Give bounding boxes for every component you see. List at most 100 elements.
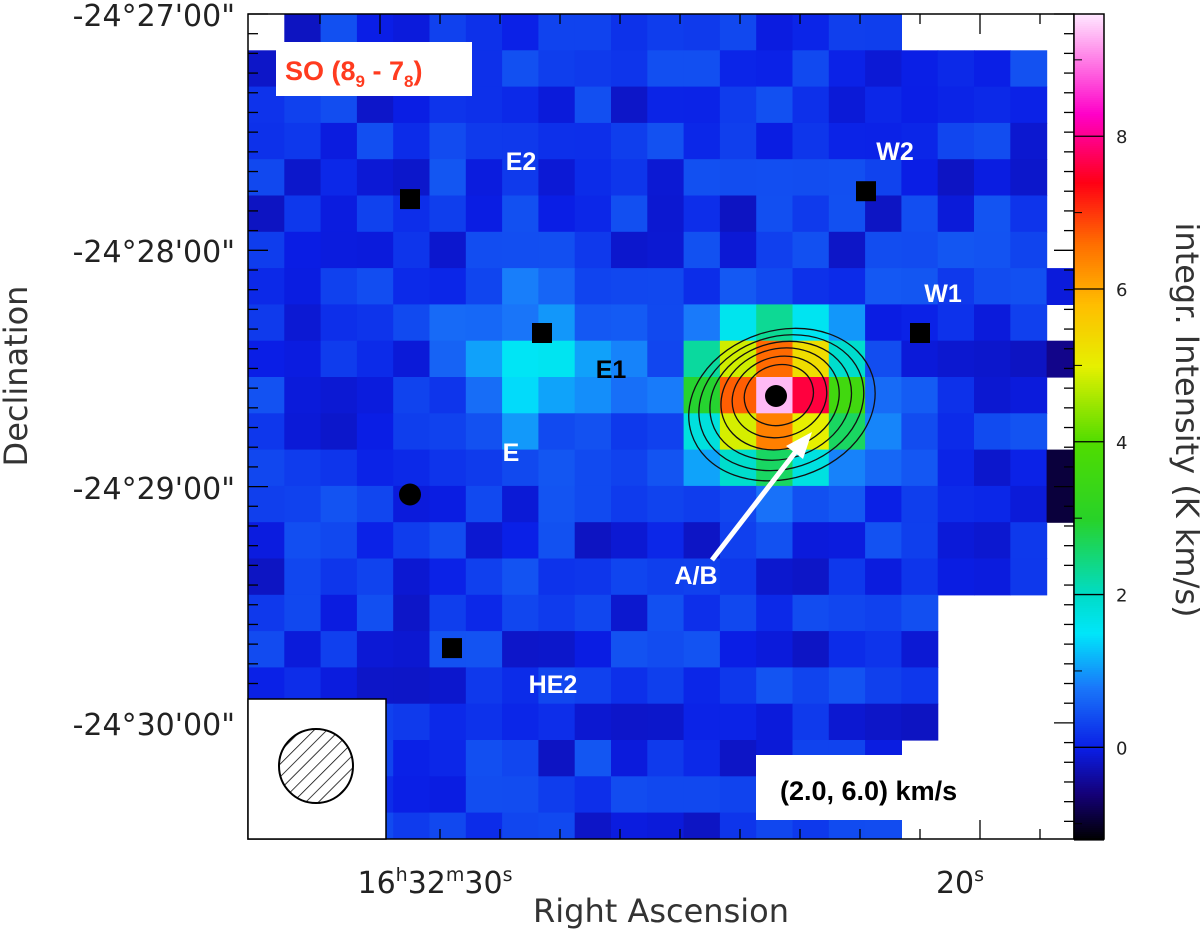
colorbar-band (1074, 716, 1104, 719)
map-pixel (574, 159, 612, 197)
colorbar-band (1074, 218, 1104, 221)
map-pixel (719, 50, 757, 88)
map-pixel (719, 377, 757, 414)
colorbar-band (1074, 48, 1104, 51)
colorbar-band (1074, 688, 1104, 691)
map-pixel (719, 703, 757, 741)
map-pixel (284, 594, 322, 632)
colorbar-band (1074, 242, 1104, 245)
colorbar-band (1074, 710, 1104, 713)
map-pixel (538, 667, 576, 705)
colorbar-ticks: 0 2 4 6 8 (1074, 59, 1127, 825)
map-pixel (611, 231, 648, 269)
colorbar-band (1074, 46, 1104, 49)
map-pixel (429, 703, 467, 741)
map-pixel (538, 812, 576, 839)
colorbar-band (1074, 146, 1104, 149)
map-pixel (611, 558, 648, 596)
map-pixel (538, 449, 576, 487)
map-pixel (502, 449, 539, 487)
map-pixel (1046, 449, 1074, 487)
map-pixel (502, 594, 539, 632)
map-pixel (574, 377, 612, 414)
colorbar-band (1074, 452, 1104, 455)
map-pixel (465, 594, 503, 632)
map-pixel (647, 812, 685, 839)
map-pixel (502, 86, 539, 124)
map-pixel (248, 122, 285, 160)
colorbar-band (1074, 154, 1104, 157)
source-label-w2: W2 (876, 138, 914, 166)
colorbar-band (1074, 792, 1104, 795)
colorbar-band (1074, 638, 1104, 641)
map-pixel (502, 558, 539, 596)
colorbar-band (1074, 540, 1104, 543)
map-pixel (683, 776, 721, 814)
map-pixel (901, 377, 939, 414)
colorbar-band (1074, 40, 1104, 43)
colorbar-band (1074, 72, 1104, 75)
map-pixel (429, 558, 467, 596)
map-pixel (320, 485, 358, 523)
colorbar-band (1074, 544, 1104, 547)
colorbar-band (1074, 494, 1104, 497)
map-pixel (792, 122, 830, 160)
colorbar-band (1074, 448, 1104, 451)
colorbar-band (1074, 468, 1104, 471)
map-pixel (937, 340, 975, 378)
colorbar-band (1074, 450, 1104, 453)
map-pixel (284, 667, 322, 705)
colorbar-band (1074, 754, 1104, 757)
colorbar-band (1074, 246, 1104, 249)
map-pixel (574, 485, 612, 523)
colorbar-band (1074, 62, 1104, 65)
colorbar-band (1074, 420, 1104, 423)
colorbar-band (1074, 194, 1104, 197)
map-pixel (756, 340, 794, 378)
colorbar-band (1074, 500, 1104, 503)
map-pixel (465, 667, 503, 705)
colorbar-band (1074, 182, 1104, 185)
map-pixel (647, 703, 685, 741)
map-pixel (429, 594, 467, 632)
colorbar-band (1074, 506, 1104, 509)
map-pixel (611, 594, 648, 632)
map-pixel (647, 231, 685, 269)
colorbar-band (1074, 378, 1104, 381)
map-pixel (828, 522, 866, 560)
map-pixel (611, 377, 648, 414)
x-axis-label: Right Ascension (533, 892, 789, 930)
colorbar-band (1074, 654, 1104, 657)
map-pixel (538, 740, 576, 777)
colorbar-band (1074, 106, 1104, 109)
map-pixel (356, 268, 394, 305)
map-pixel (756, 703, 794, 741)
map-pixel (647, 594, 685, 632)
colorbar-band (1074, 488, 1104, 491)
map-pixel (356, 340, 394, 378)
colorbar-band (1074, 42, 1104, 45)
colorbar-band (1074, 166, 1104, 169)
colorbar-band (1074, 720, 1104, 723)
map-pixel (901, 413, 939, 451)
map-pixel (393, 740, 431, 777)
colorbar-band (1074, 340, 1104, 343)
colorbar-band (1074, 510, 1104, 513)
map-pixel (683, 631, 721, 668)
map-pixel (828, 667, 866, 705)
colorbar-band (1074, 502, 1104, 505)
map-pixel (248, 304, 285, 342)
colorbar-band (1074, 756, 1104, 759)
map-pixel (356, 594, 394, 632)
colorbar-band (1074, 708, 1104, 711)
map-pixel (792, 50, 830, 88)
map-pixel (901, 195, 939, 233)
map-pixel (574, 558, 612, 596)
colorbar-tick-label: 8 (1116, 127, 1127, 148)
colorbar-band (1074, 748, 1104, 751)
y-axis-label: Declination (0, 286, 35, 467)
map-pixel (538, 522, 576, 560)
colorbar-band (1074, 576, 1104, 579)
colorbar-band (1074, 636, 1104, 639)
colorbar-band (1074, 432, 1104, 435)
